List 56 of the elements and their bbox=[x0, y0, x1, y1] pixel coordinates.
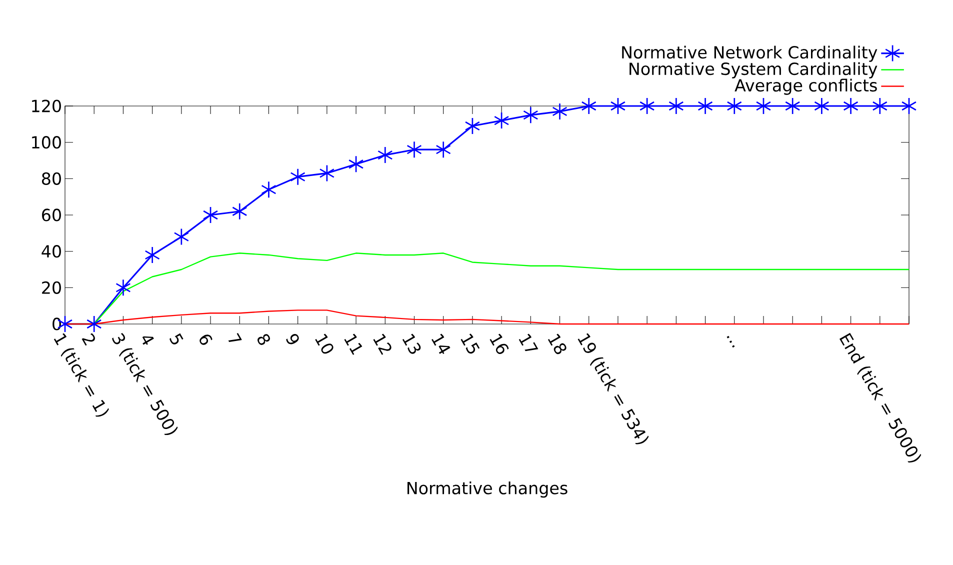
point bbox=[174, 228, 190, 246]
x-tick-label: 11 bbox=[344, 334, 362, 355]
point bbox=[668, 97, 684, 115]
x-tick-label: 6 bbox=[200, 334, 212, 345]
x-tick-label: 12 bbox=[373, 334, 392, 355]
legend-label: Normative System Cardinality bbox=[630, 62, 878, 78]
point bbox=[261, 180, 276, 198]
x-tick-label: 7 bbox=[228, 332, 242, 342]
x-axis-title: Normative changes bbox=[408, 481, 568, 498]
point bbox=[378, 146, 393, 164]
point bbox=[406, 140, 422, 158]
point bbox=[756, 97, 772, 115]
x-tick-label: 15 bbox=[460, 334, 480, 354]
y-tick-label: 60 bbox=[42, 208, 61, 222]
y-tick-label: 120 bbox=[32, 100, 61, 112]
point bbox=[144, 246, 160, 264]
point bbox=[843, 97, 858, 115]
y-tick-label: 20 bbox=[42, 281, 61, 294]
y-tick-label: 80 bbox=[42, 172, 61, 185]
point bbox=[523, 106, 538, 124]
legend-label: Normative Network Cardinality bbox=[622, 46, 878, 62]
point bbox=[552, 102, 568, 120]
x-tick-label: 17 bbox=[518, 334, 538, 352]
x-tick-label: 9 bbox=[286, 334, 299, 344]
y-tick-label: 40 bbox=[42, 245, 61, 258]
point bbox=[581, 97, 596, 115]
x-tick-label: 8 bbox=[258, 334, 270, 345]
x-tick-label: 13 bbox=[402, 334, 421, 354]
point bbox=[639, 97, 655, 115]
x-tick-label: 18 bbox=[548, 334, 566, 354]
point bbox=[86, 315, 102, 333]
point bbox=[319, 164, 335, 182]
point bbox=[348, 155, 364, 173]
point bbox=[698, 97, 713, 115]
x-tick-label: 2 bbox=[82, 333, 95, 346]
legend-label: Average conflicts bbox=[734, 78, 877, 95]
point bbox=[436, 140, 451, 158]
point bbox=[726, 97, 742, 115]
point bbox=[232, 202, 248, 220]
point bbox=[901, 97, 917, 115]
point bbox=[116, 279, 131, 296]
point bbox=[290, 168, 306, 186]
x-tick-label: 4 bbox=[142, 336, 154, 345]
x-tick-label: 14 bbox=[432, 334, 450, 354]
point bbox=[784, 97, 800, 115]
point bbox=[494, 112, 510, 130]
x-tick-label: 5 bbox=[170, 333, 184, 344]
point bbox=[202, 206, 218, 224]
point bbox=[872, 97, 888, 115]
point bbox=[814, 97, 830, 115]
point bbox=[610, 97, 626, 115]
x-tick-label: 16 bbox=[490, 334, 509, 354]
x-tick-label: 10 bbox=[315, 334, 334, 354]
point bbox=[464, 117, 480, 135]
x-tick-label: ... bbox=[726, 336, 735, 348]
y-tick-label: 100 bbox=[32, 136, 61, 149]
